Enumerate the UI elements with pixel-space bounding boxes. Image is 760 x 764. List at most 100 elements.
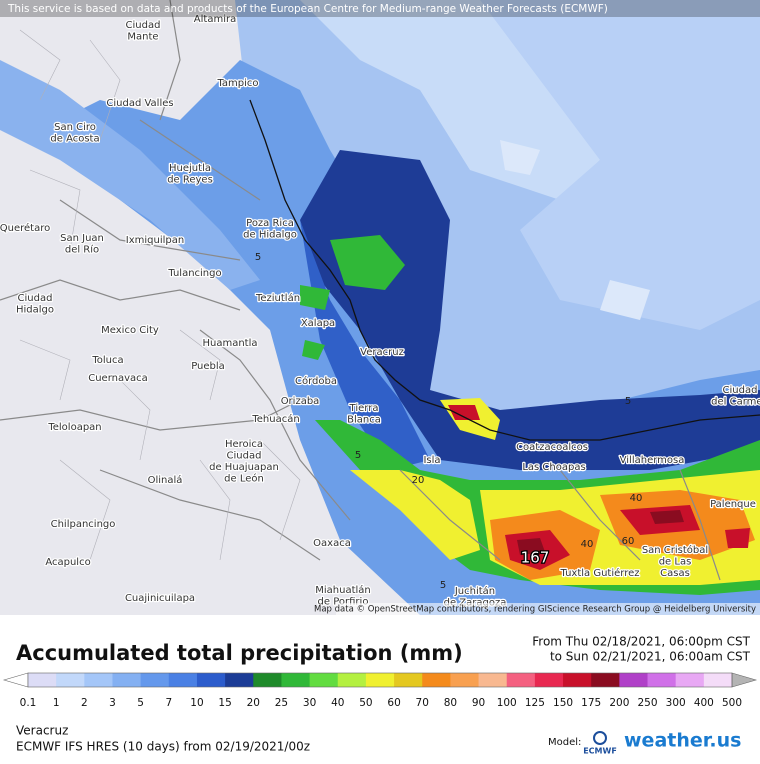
city-label: Isla [423,455,440,466]
colorbar-segment [84,673,113,687]
colorbar-label: 300 [666,697,686,709]
municipal-border [19,29,301,561]
city-label: Teziutlán [255,292,300,304]
contour-label: 5 [440,580,446,591]
ecmwf-icon [593,731,607,745]
colorbar-segment [506,673,536,687]
city-label: Tierra [349,403,379,414]
colorbar-label: 175 [581,697,601,709]
colorbar-label: 5 [137,697,144,709]
colorbar-segment [140,673,170,687]
city-label: Cuernavaca [88,373,148,384]
city-label: de León [224,473,264,485]
colorbar: 0.1 1 2 3 5 7 10 15 20 25 30 40 50 60 70 80 90 100 125 150 1… [2,672,758,709]
city-label: Palenque [710,499,756,510]
colorbar-segment [703,673,733,687]
contour-label: 5 [255,252,261,263]
city-label: Olinalá [148,474,183,486]
model-logo: ECMWF [583,747,617,756]
city-label: Blanca [347,415,381,426]
city-label: Chilpancingo [51,519,116,530]
colorbar-segment [563,673,592,687]
city-label: Xalapa [301,318,335,329]
state-border [0,0,721,581]
model-label: Model: [548,737,581,748]
colorbar-segment [478,673,508,687]
city-label: Casas [660,568,690,579]
model-run: ECMWF IFS HRES (10 days) from 02/19/2021… [16,740,310,754]
colorbar-label: 70 [416,697,429,709]
city-label: Altamira [194,14,236,25]
colorbar-segment [337,673,367,687]
city-label: Teloloapan [47,422,101,433]
colorbar-segment [394,673,423,687]
colorbar-segment [168,673,198,687]
city-label: Huamantla [202,338,257,349]
city-label: Cuajinicuilapa [125,593,195,604]
contour-label: 40 [630,493,643,504]
colorbar-segment [309,673,339,687]
colorbar-segment [619,673,649,687]
city-label: Poza Rica [246,218,294,229]
colorbar-label: 1 [53,697,60,709]
city-label: Villahermosa [620,455,685,466]
colorbar-label: 7 [165,697,172,709]
colorbar-label: 90 [472,697,485,709]
colorbar-segment [675,673,705,687]
location: Veracruz [16,724,68,738]
city-label: Ciudad Valles [106,98,173,109]
contour-label: 40 [581,539,594,550]
city-label: Mante [127,32,158,43]
city-label: Ixmiquilpan [126,235,184,246]
city-label: Puebla [191,361,225,372]
city-label: Acapulco [45,557,90,568]
colorbar-label: 25 [275,697,288,709]
contour-label: 5 [355,450,361,461]
precip-red [448,405,750,570]
attribution-band [336,603,760,615]
notice-band [0,0,760,17]
city-label: del Carmen [711,397,760,408]
colorbar-segment [365,673,395,687]
period-to: to Sun 02/21/2021, 06:00am CST [550,650,751,664]
colorbar-label: 200 [609,697,629,709]
city-label: de Las [659,557,692,568]
highway [249,99,760,441]
colorbar-segment [112,673,142,687]
colorbar-label: 10 [190,697,203,709]
city-label: Juchitán [454,585,495,597]
colorbar-label: 3 [109,697,116,709]
colorbar-label: 250 [637,697,657,709]
colorbar-segment [450,673,480,687]
city-label: San Juan [60,233,104,244]
notice: This service is based on data and produc… [7,3,608,15]
city-label: Heroica [225,439,263,450]
city-label: Tuxtla Gutiérrez [559,567,639,579]
attribution: Map data © OpenStreetMap contributors, r… [314,605,756,615]
city-label: Huejutla [169,163,211,174]
city-label: Córdoba [295,375,337,387]
city-label: de Acosta [50,134,99,145]
colorbar-label: 100 [497,697,517,709]
colorbar-label: 500 [722,697,742,709]
city-label: Mexico City [101,325,159,336]
city-label: Coatzacoalcos [516,442,588,453]
city-label: del Río [65,244,99,256]
city-label: Orizaba [281,396,320,407]
colorbar-segment [647,673,677,687]
colorbar-segment [591,673,620,687]
city-label: Oaxaca [313,538,351,549]
colorbar-label: 60 [387,697,400,709]
precip-green [300,235,405,360]
city-label: San Cristóbal [642,544,708,556]
precip-navy [300,150,760,470]
city-label: Ciudad [227,451,262,462]
city-label: de Hidalgo [243,230,297,241]
precip-blue [40,60,760,615]
city-label: de Reyes [167,175,213,186]
legend-panel [0,615,760,760]
colorbar-label: 2 [81,697,88,709]
maximum-label: 167 [521,549,550,567]
brand: weather.us [624,730,741,752]
